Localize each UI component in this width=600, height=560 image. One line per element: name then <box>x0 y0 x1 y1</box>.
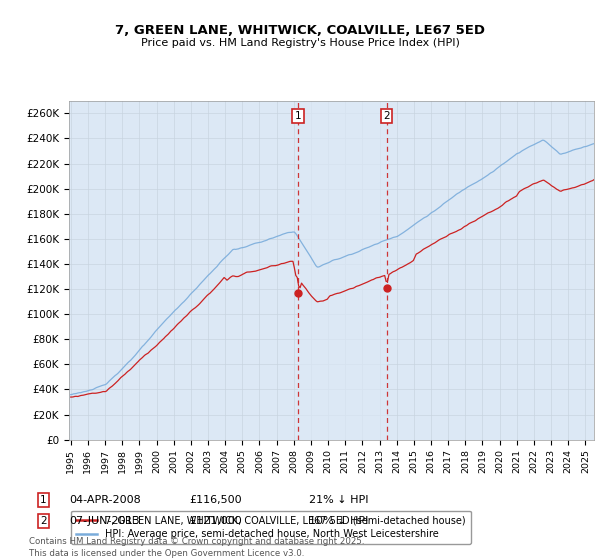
Text: 7, GREEN LANE, WHITWICK, COALVILLE, LE67 5ED: 7, GREEN LANE, WHITWICK, COALVILLE, LE67… <box>115 24 485 38</box>
Text: 1: 1 <box>295 111 301 121</box>
Text: 10% ↓ HPI: 10% ↓ HPI <box>309 516 368 526</box>
Text: 07-JUN-2013: 07-JUN-2013 <box>69 516 140 526</box>
Text: 21% ↓ HPI: 21% ↓ HPI <box>309 495 368 505</box>
Text: £116,500: £116,500 <box>189 495 242 505</box>
Text: Price paid vs. HM Land Registry's House Price Index (HPI): Price paid vs. HM Land Registry's House … <box>140 38 460 48</box>
Text: £121,000: £121,000 <box>189 516 242 526</box>
Text: Contains HM Land Registry data © Crown copyright and database right 2025.
This d: Contains HM Land Registry data © Crown c… <box>29 537 364 558</box>
Text: 2: 2 <box>383 111 390 121</box>
Text: 2: 2 <box>40 516 47 526</box>
Text: 04-APR-2008: 04-APR-2008 <box>69 495 141 505</box>
Bar <box>298 101 387 440</box>
Text: 1: 1 <box>40 495 47 505</box>
Legend: 7, GREEN LANE, WHITWICK, COALVILLE, LE67 5ED (semi-detached house), HPI: Average: 7, GREEN LANE, WHITWICK, COALVILLE, LE67… <box>71 511 471 544</box>
